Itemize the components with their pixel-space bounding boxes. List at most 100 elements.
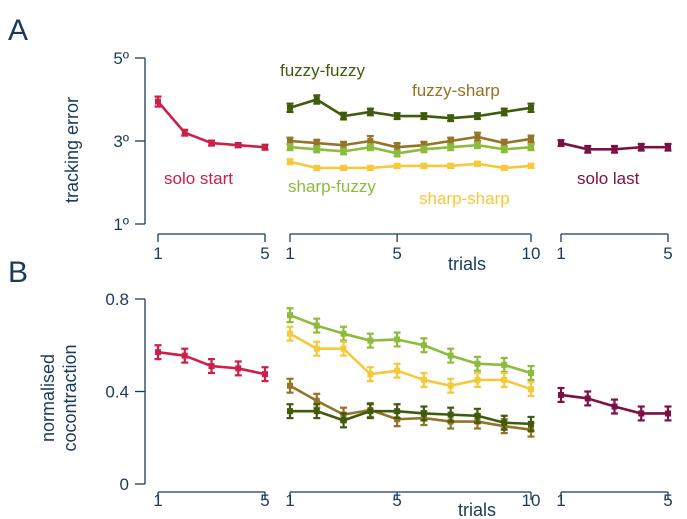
- series-label-sharp-sharp: sharp-sharp: [419, 189, 510, 208]
- series-line-fuzzy-sharp: [289, 135, 532, 149]
- data-point: [367, 371, 374, 378]
- data-point: [584, 395, 591, 402]
- data-point: [181, 129, 188, 136]
- series-label-fuzzy-fuzzy: fuzzy-fuzzy: [280, 61, 366, 80]
- data-point: [394, 367, 401, 374]
- x-tick-label: 5: [260, 244, 269, 263]
- data-point: [447, 115, 454, 122]
- y-tick-label: 0.8: [105, 290, 129, 309]
- data-point: [208, 363, 215, 370]
- data-point: [367, 144, 374, 151]
- data-point: [474, 113, 481, 120]
- data-point: [501, 146, 508, 153]
- data-point: [420, 342, 427, 349]
- data-point: [367, 138, 374, 144]
- panel-b-xlabel: trials: [458, 500, 496, 519]
- series-line-fuzzy-fuzzy: [289, 98, 532, 120]
- data-point: [501, 140, 508, 147]
- data-point: [447, 138, 454, 144]
- data-point: [447, 352, 454, 359]
- y-tick-label: 1º: [113, 215, 129, 234]
- x-tick-label: 5: [392, 491, 401, 510]
- data-point: [155, 98, 161, 105]
- data-point: [501, 361, 508, 368]
- data-point: [394, 408, 401, 415]
- panel-a-ylabel: tracking error: [62, 97, 82, 203]
- series-label-fuzzy-sharp: fuzzy-sharp: [412, 81, 500, 100]
- data-point: [367, 337, 374, 344]
- data-point: [235, 365, 242, 372]
- data-point: [558, 140, 564, 147]
- x-tick-label: 1: [556, 244, 565, 263]
- x-tick-label: 5: [260, 491, 269, 510]
- data-point: [474, 360, 481, 367]
- data-point: [367, 164, 374, 171]
- data-point: [313, 164, 320, 171]
- data-point: [394, 113, 401, 120]
- data-point: [528, 162, 534, 169]
- data-point: [528, 386, 534, 393]
- y-tick-label: 0.4: [105, 383, 129, 402]
- data-point: [313, 408, 320, 415]
- data-point: [447, 382, 454, 389]
- x-tick-label: 1: [153, 491, 162, 510]
- data-point: [638, 144, 645, 151]
- data-point: [313, 322, 320, 329]
- data-point: [340, 142, 347, 149]
- data-point: [394, 336, 401, 343]
- x-tick-label: 5: [663, 491, 672, 510]
- data-point: [340, 330, 347, 337]
- data-point: [528, 420, 534, 427]
- data-point: [474, 160, 481, 167]
- data-point: [313, 397, 320, 404]
- y-tick-label: 3º: [113, 132, 129, 151]
- panel-a-xlabel: trials: [448, 254, 486, 274]
- data-point: [262, 371, 268, 378]
- panel-letter-b: B: [8, 256, 28, 289]
- data-point: [611, 403, 618, 410]
- data-point: [420, 113, 427, 120]
- data-point: [394, 144, 401, 151]
- data-point: [181, 352, 188, 359]
- data-point: [287, 312, 293, 319]
- data-point: [287, 104, 293, 111]
- series-line-sharp-fuzzy: [289, 313, 532, 375]
- data-point: [367, 408, 374, 415]
- data-point: [420, 146, 427, 153]
- data-point: [638, 410, 645, 417]
- panel-letter-a: A: [8, 14, 28, 47]
- data-point: [528, 135, 534, 142]
- data-point: [287, 144, 293, 151]
- x-tick-label: 1: [285, 244, 294, 263]
- series-label-sharp-fuzzy: sharp-fuzzy: [288, 177, 376, 196]
- x-tick-label: 1: [556, 491, 565, 510]
- data-point: [420, 162, 427, 169]
- data-point: [394, 150, 401, 157]
- data-point: [287, 158, 293, 165]
- x-tick-label: 10: [522, 244, 541, 263]
- data-point: [528, 144, 534, 151]
- data-point: [394, 416, 401, 423]
- data-point: [340, 345, 347, 352]
- data-point: [340, 164, 347, 171]
- data-point: [474, 133, 481, 140]
- data-point: [155, 349, 161, 356]
- data-point: [262, 144, 268, 151]
- data-point: [474, 412, 481, 419]
- series-line-fuzzy-fuzzy: [290, 409, 532, 426]
- series-line-fuzzy-sharp: [289, 384, 532, 431]
- data-point: [420, 142, 427, 149]
- panel-b-plot: 00.40.81 5 1 5 10 1 5: [105, 290, 672, 510]
- data-point: [584, 146, 591, 153]
- series-label-solo-start: solo start: [164, 169, 233, 188]
- data-point: [208, 140, 215, 147]
- x-tick-label: 10: [522, 491, 541, 510]
- data-point: [287, 408, 293, 415]
- series-line-sharp-sharp: [289, 160, 532, 170]
- panel-b-ylabel-line1: normalised: [38, 354, 58, 442]
- data-point: [367, 108, 374, 115]
- data-point: [235, 142, 242, 149]
- data-point: [340, 148, 347, 155]
- data-point: [420, 376, 427, 383]
